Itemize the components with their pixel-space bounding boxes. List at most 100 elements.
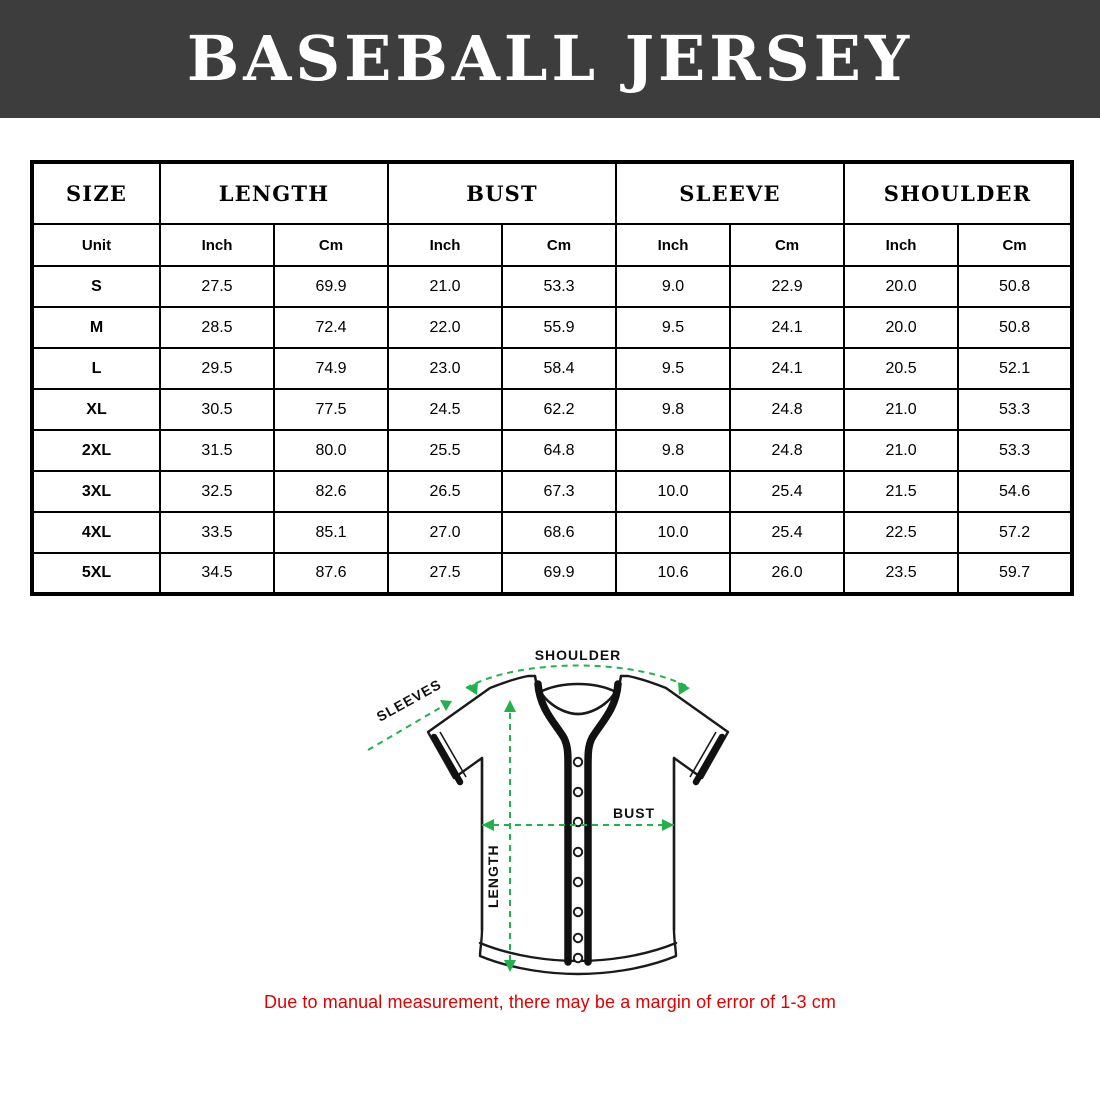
table-row: 5XL 34.5 87.6 27.5 69.9 10.6 26.0 23.5 59.7 xyxy=(31,552,1074,595)
cell-bust-cm: 67.3 xyxy=(501,470,618,513)
unit-header-sleeve-inch: Inch xyxy=(615,223,732,267)
cell-shoulder-cm: 54.6 xyxy=(957,470,1074,513)
bust-arrow-right xyxy=(662,819,674,831)
title-banner: BASEBALL JERSEY xyxy=(0,0,1100,118)
row-size-label: L xyxy=(31,347,161,390)
cell-sleeve-cm: 25.4 xyxy=(729,470,846,513)
table-row: XL 30.5 77.5 24.5 62.2 9.8 24.8 21.0 53.3 xyxy=(31,388,1074,431)
cell-sleeve-inch: 10.6 xyxy=(615,552,732,595)
unit-header-shoulder-inch: Inch xyxy=(843,223,960,267)
cell-length-inch: 30.5 xyxy=(159,388,275,431)
measurement-arrowheads xyxy=(440,682,690,972)
cell-bust-inch: 25.5 xyxy=(387,429,504,472)
size-table-container: SIZE LENGTH BUST SLEEVE SHOULDER Unit In… xyxy=(30,160,1075,596)
right-cuff-stripe xyxy=(692,733,726,786)
cell-shoulder-cm: 53.3 xyxy=(957,388,1074,431)
group-header-size: SIZE xyxy=(31,161,161,225)
left-cuff-edge xyxy=(439,731,467,778)
row-size-label: M xyxy=(31,306,161,349)
cell-sleeve-cm: 25.4 xyxy=(729,511,846,554)
right-cuff-edge xyxy=(689,731,717,778)
cell-length-cm: 80.0 xyxy=(272,429,390,472)
cell-shoulder-cm: 59.7 xyxy=(957,552,1074,595)
cell-length-cm: 82.6 xyxy=(272,470,390,513)
cell-length-inch: 31.5 xyxy=(159,429,275,472)
cell-length-cm: 77.5 xyxy=(272,388,390,431)
placket-right-stripe xyxy=(584,680,622,966)
cell-length-cm: 74.9 xyxy=(272,347,390,390)
row-size-label: S xyxy=(31,265,161,308)
measurement-disclaimer: Due to manual measurement, there may be … xyxy=(264,992,836,1012)
jersey-measurement-diagram: SHOULDER SLEEVES BUST LENGTH xyxy=(330,640,770,985)
unit-header-shoulder-cm: Cm xyxy=(957,223,1074,267)
cell-length-inch: 29.5 xyxy=(159,347,275,390)
table-row: 3XL 32.5 82.6 26.5 67.3 10.0 25.4 21.5 54.6 xyxy=(31,470,1074,513)
bust-arrow-left xyxy=(482,819,494,831)
cell-sleeve-inch: 10.0 xyxy=(615,470,732,513)
sleeves-arrow-end xyxy=(440,700,452,711)
length-arrow-top xyxy=(504,700,516,712)
diagram-label-sleeves: SLEEVES xyxy=(374,676,444,725)
placket-left-stripe xyxy=(534,680,572,966)
row-size-label: XL xyxy=(31,388,161,431)
cell-sleeve-cm: 22.9 xyxy=(729,265,846,308)
jersey-button xyxy=(572,906,584,918)
cell-shoulder-inch: 21.0 xyxy=(843,429,960,472)
jersey-button xyxy=(572,952,584,964)
shoulder-arrow-left xyxy=(466,682,478,695)
cell-bust-inch: 23.0 xyxy=(387,347,504,390)
cell-length-cm: 72.4 xyxy=(272,306,390,349)
group-header-sleeve: SLEEVE xyxy=(615,161,846,225)
unit-header-bust-cm: Cm xyxy=(501,223,618,267)
cell-shoulder-inch: 20.0 xyxy=(843,306,960,349)
sleeves-guide-line xyxy=(367,701,451,751)
cell-length-inch: 33.5 xyxy=(159,511,275,554)
cell-bust-inch: 27.5 xyxy=(387,552,504,595)
cell-sleeve-inch: 9.5 xyxy=(615,347,732,390)
left-cuff-stripe xyxy=(430,733,464,786)
row-size-label: 2XL xyxy=(31,429,161,472)
jersey-button xyxy=(572,756,584,768)
unit-header-bust-inch: Inch xyxy=(387,223,504,267)
table-row: L 29.5 74.9 23.0 58.4 9.5 24.1 20.5 52.1 xyxy=(31,347,1074,390)
jersey-button xyxy=(572,876,584,888)
cell-shoulder-inch: 23.5 xyxy=(843,552,960,595)
unit-header-unit: Unit xyxy=(31,223,161,267)
jersey-sleeve-cuff-stripes xyxy=(430,733,726,786)
cell-sleeve-cm: 24.8 xyxy=(729,388,846,431)
cell-length-inch: 28.5 xyxy=(159,306,275,349)
cell-sleeve-inch: 9.8 xyxy=(615,388,732,431)
size-table-body: S 27.5 69.9 21.0 53.3 9.0 22.9 20.0 50.8 M 28.5 72… xyxy=(31,265,1074,595)
cell-shoulder-cm: 52.1 xyxy=(957,347,1074,390)
table-row: M 28.5 72.4 22.0 55.9 9.5 24.1 20.0 50.8 xyxy=(31,306,1074,349)
table-row: S 27.5 69.9 21.0 53.3 9.0 22.9 20.0 50.8 xyxy=(31,265,1074,308)
cell-bust-inch: 22.0 xyxy=(387,306,504,349)
cell-sleeve-cm: 24.1 xyxy=(729,347,846,390)
diagram-label-bust: BUST xyxy=(613,805,655,821)
row-size-label: 3XL xyxy=(31,470,161,513)
page-title: BASEBALL JERSEY xyxy=(186,22,914,95)
size-table: SIZE LENGTH BUST SLEEVE SHOULDER Unit In… xyxy=(30,160,1075,596)
group-header-length: LENGTH xyxy=(158,161,390,225)
cell-bust-inch: 24.5 xyxy=(387,388,504,431)
shoulder-arrow-right xyxy=(678,682,690,695)
table-row: 2XL 31.5 80.0 25.5 64.8 9.8 24.8 21.0 53.3 xyxy=(31,429,1074,472)
unit-header-row: Unit Inch Cm Inch Cm Inch Cm Inch Cm xyxy=(31,223,1074,267)
row-size-label: 5XL xyxy=(31,552,161,595)
cell-shoulder-inch: 20.5 xyxy=(843,347,960,390)
unit-header-length-cm: Cm xyxy=(272,223,390,267)
cell-bust-cm: 68.6 xyxy=(501,511,618,554)
jersey-button xyxy=(572,932,584,944)
cell-sleeve-inch: 10.0 xyxy=(615,511,732,554)
cell-bust-inch: 21.0 xyxy=(387,265,504,308)
cell-shoulder-cm: 50.8 xyxy=(957,265,1074,308)
cell-sleeve-inch: 9.0 xyxy=(615,265,732,308)
group-header-row: SIZE LENGTH BUST SLEEVE SHOULDER xyxy=(31,161,1074,225)
cell-sleeve-cm: 26.0 xyxy=(729,552,846,595)
cell-bust-cm: 62.2 xyxy=(501,388,618,431)
cell-shoulder-inch: 21.5 xyxy=(843,470,960,513)
cell-length-cm: 69.9 xyxy=(272,265,390,308)
cell-bust-cm: 55.9 xyxy=(501,306,618,349)
jersey-collar-inner xyxy=(538,682,618,694)
